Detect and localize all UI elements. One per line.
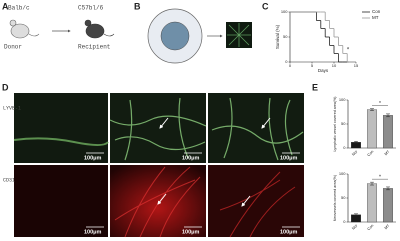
image-lyve1-nor [14, 93, 108, 163]
flatmount-vessels [227, 23, 251, 47]
donor-mouse [9, 19, 40, 39]
error-bar [354, 141, 358, 144]
axes [289, 12, 356, 63]
scale-bar: 100μm [280, 155, 298, 161]
y-tick-label: 100 [281, 9, 288, 14]
y-axis-label: Survival (%) [275, 24, 280, 49]
recipient-strain: C57bl/6 [78, 5, 104, 12]
scale-bar: 100μm [182, 229, 200, 235]
x-tick-label: 5 [311, 63, 314, 68]
row-label: CD31 [3, 177, 15, 183]
y-tick-label: 100 [339, 97, 346, 102]
y-axis-label: Neovessels covered area(%) [333, 175, 337, 221]
image-lyve1-con [110, 93, 206, 163]
y-tick-label: 100 [339, 171, 346, 176]
panel-label: C [262, 1, 269, 11]
annotation: * [347, 48, 350, 54]
bar [383, 188, 393, 223]
recipient-mouse [84, 19, 115, 39]
y-tick-label: 50 [341, 195, 346, 200]
x-tick-label: 0 [289, 63, 292, 68]
x-tick-label: Con [367, 224, 375, 232]
annotation: * [379, 101, 381, 107]
y-tick-label: 0 [343, 219, 346, 224]
x-tick-label: MT [384, 149, 391, 156]
error-bar [354, 213, 358, 217]
bar [383, 115, 393, 149]
recipient-label: Recipient [78, 44, 110, 51]
micrographs [13, 93, 304, 238]
scale-bar: 100μm [84, 229, 102, 235]
error-bar [386, 113, 390, 118]
image-cd31-nor [14, 165, 108, 237]
x-tick-label: MT [384, 223, 391, 230]
y-tick-label: 0 [343, 145, 346, 150]
y-axis-label: Lymphatic vessel covered area(%) [333, 97, 337, 152]
error-bar [370, 181, 374, 186]
x-tick-label: Con [367, 150, 375, 158]
x-axis-label: Days [318, 68, 329, 73]
error-bar [370, 108, 374, 111]
x-tick-label: Nor [351, 149, 359, 157]
scale-bar: 100μm [182, 155, 200, 161]
error-bar [386, 186, 390, 191]
scale-bar: 100μm [280, 229, 298, 235]
image-cd31-mt [208, 165, 304, 237]
legend-label: Con [372, 9, 381, 14]
x-tick-label: Nor [351, 223, 359, 231]
image-lyve1-mt [208, 93, 304, 163]
panel-label: D [2, 82, 9, 92]
bar [367, 183, 377, 223]
scale-bars: 100μm 100μm 100μm 100μm 100μm 100μm [84, 152, 300, 235]
row-label: LYVE-1 [3, 105, 21, 111]
donor-strain: Balb/c [8, 5, 30, 12]
panel-label: E [312, 82, 318, 92]
y-tick-label: 0 [285, 59, 288, 64]
y-tick-label: 50 [283, 34, 288, 39]
x-tick-label: 10 [332, 63, 337, 68]
donor-label: Donor [4, 44, 22, 51]
panel-label: A [2, 1, 9, 11]
legend-label: MT [372, 15, 379, 20]
panel-label: B [134, 1, 141, 11]
scale-bar: 100μm [84, 155, 102, 161]
annotation: * [379, 174, 381, 180]
cornea-graft [160, 21, 190, 51]
y-tick-label: 50 [341, 121, 346, 126]
bar [367, 109, 377, 149]
x-tick-label: 15 [354, 63, 359, 68]
